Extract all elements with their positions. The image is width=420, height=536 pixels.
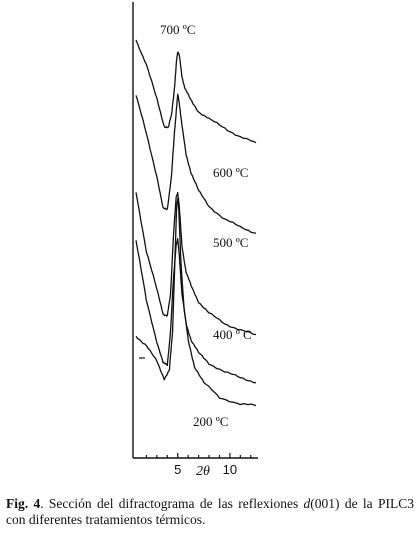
x-tick-label-5: 5 [174,462,181,477]
diffractogram-curve-2 [135,93,257,234]
temperature-label-3: 500 ºC [213,235,248,250]
diffractogram-curve-5 [135,197,257,407]
caption-text-after: (001) de la PILC3 con diferentes tratami… [6,496,414,527]
x-axis-label: 2θ [196,464,210,479]
diffractogram-curve-1 [135,39,257,144]
temperature-label-2: 600 ºC [213,165,248,180]
caption-label: Fig. 4 [6,496,41,511]
x-tick-label-10: 10 [223,462,237,477]
diffractogram-curve-4 [135,238,257,384]
figure-caption: Fig. 4. Sección del difractograma de las… [6,496,414,528]
xrd-chart: 5 10 700 ºC 600 ºC 500 ºC 400 º C 200 ºC 2θ [132,2,258,479]
temperature-label-4: 400 º C [213,327,252,342]
xrd-figure: 5 10 700 ºC 600 ºC 500 ºC 400 º C 200 ºC 2θ [132,2,258,479]
caption-formula-d: d [303,496,311,511]
temperature-label-5: 200 ºC [193,414,228,429]
diffractogram-curve-3 [135,191,257,336]
temperature-label-1: 700 ºC [160,22,195,37]
caption-text-before: . Sección del difractograma de las refle… [40,496,304,511]
